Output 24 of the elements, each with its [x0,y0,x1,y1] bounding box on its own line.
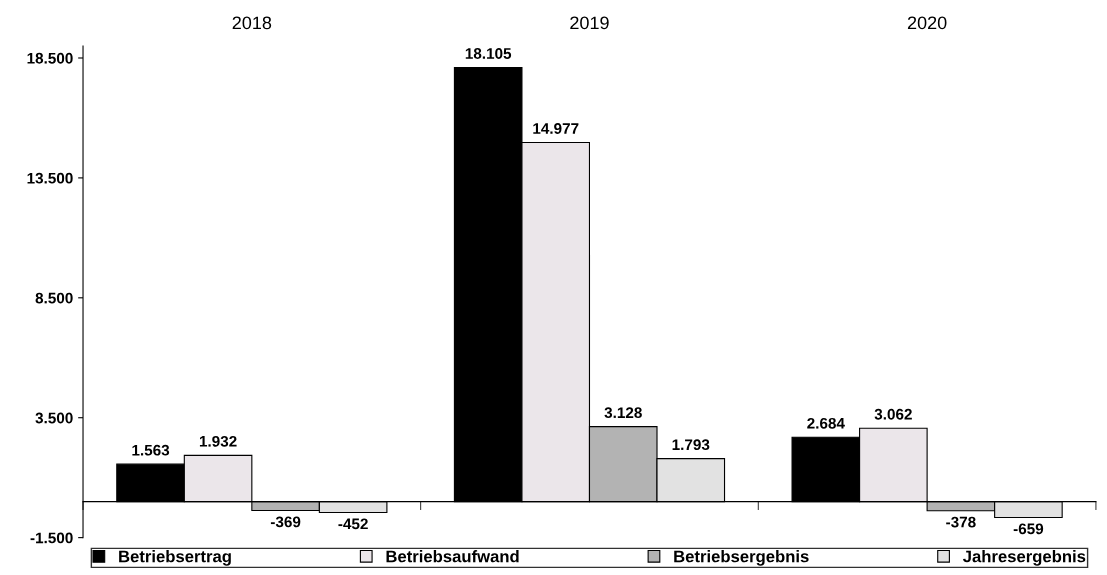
data-label: 1.932 [199,435,237,447]
data-label: 1.563 [132,444,170,456]
data-label: -369 [270,516,301,528]
data-label: 1.793 [672,439,710,451]
legend-label: Betriebsertrag [119,550,231,566]
legend-label: Jahresergebnis [962,550,1086,566]
data-label: -378 [946,516,976,528]
data-label: -452 [338,518,368,530]
data-label: 14.977 [533,123,579,134]
y-tick-label: 8.500 [35,292,73,304]
legend-label: Betriebsergebnis [674,550,809,566]
data-label: 3.128 [604,407,642,419]
y-tick-label: 18.500 [27,52,73,64]
data-label: 2.684 [807,417,845,429]
data-label: -659 [1013,523,1044,535]
legend-label: Betriebsaufwand [386,550,519,563]
data-label: 18.105 [465,48,512,59]
y-tick-label: 13.500 [27,172,73,184]
y-tick-label: -1.500 [30,532,73,544]
x-tick-label: 2020 [907,16,947,30]
y-tick-label: 3.500 [35,412,73,424]
data-label: 3.062 [874,408,912,420]
x-tick-label: 2018 [232,16,272,30]
x-tick-label: 2019 [570,16,609,30]
